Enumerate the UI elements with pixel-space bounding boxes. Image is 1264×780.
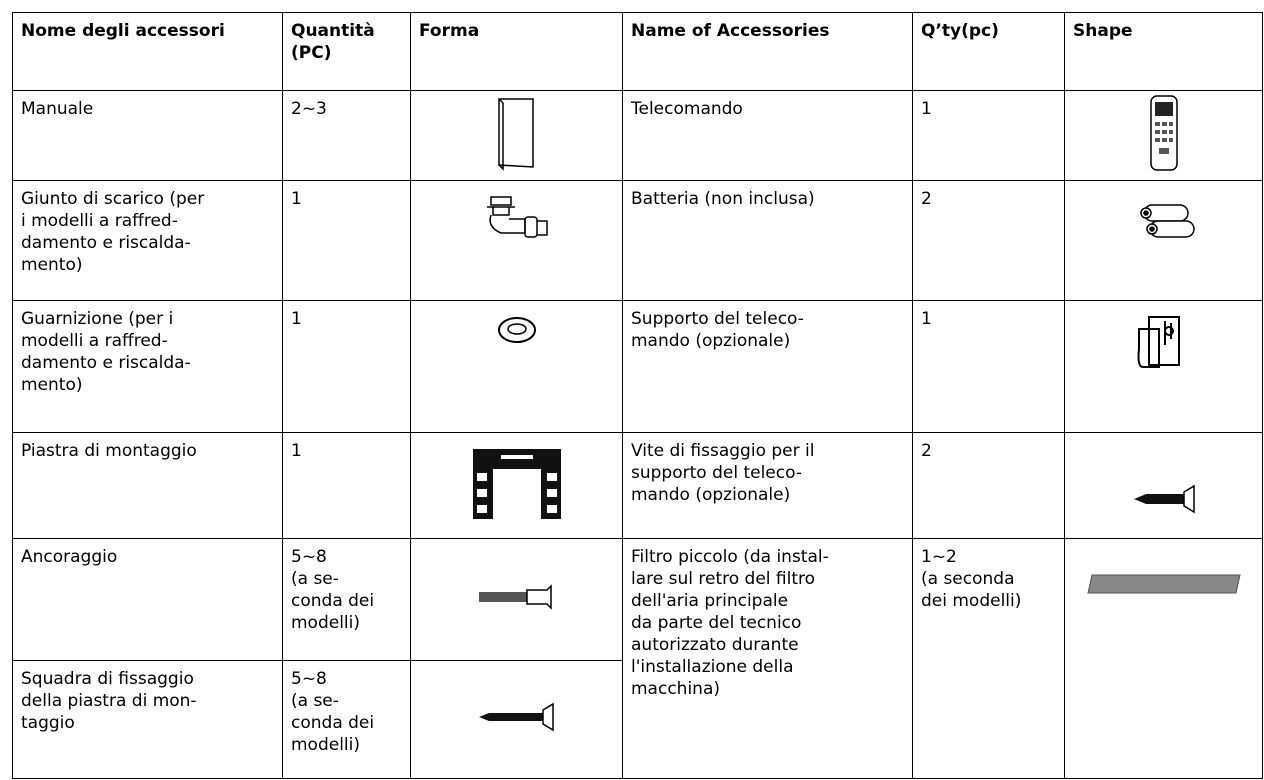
row: Ancoraggio 5~8 (a se- conda dei modelli)… bbox=[12, 538, 1263, 779]
icon-cell bbox=[410, 432, 623, 539]
anchor-icon bbox=[478, 583, 552, 610]
icon-cell bbox=[1064, 90, 1263, 181]
holder-icon bbox=[1137, 316, 1180, 368]
cell: Giunto di scarico (per i modelli a raffr… bbox=[12, 180, 283, 301]
header-row: Nome degli accessori Quantità (PC) Forma… bbox=[12, 12, 1263, 91]
cell: Supporto del teleco- mando (opzionale) bbox=[622, 300, 913, 433]
row: Piastra di montaggio 1 Vite di fissaggio… bbox=[12, 432, 1263, 539]
row: Manuale 2~3 Telecomando 1 bbox=[12, 90, 1263, 181]
row: Guarnizione (per i modelli a raffred- da… bbox=[12, 300, 1263, 433]
header-cell: Name of Accessories bbox=[622, 12, 913, 91]
icon-cell bbox=[1064, 432, 1263, 539]
battery-icon bbox=[1139, 204, 1195, 238]
manual-icon bbox=[497, 97, 534, 171]
cell: 1~2 (a seconda dei modelli) bbox=[912, 538, 1065, 779]
icon-cell bbox=[410, 538, 623, 661]
cell: Piastra di montaggio bbox=[12, 432, 283, 539]
cell: Manuale bbox=[12, 90, 283, 181]
cell: 2 bbox=[912, 180, 1065, 301]
cell: Ancoraggio bbox=[12, 538, 283, 661]
cell: 2 bbox=[912, 432, 1065, 539]
icon-cell bbox=[410, 90, 623, 181]
cell: Guarnizione (per i modelli a raffred- da… bbox=[12, 300, 283, 433]
cell: 1 bbox=[912, 300, 1065, 433]
header-cell: Forma bbox=[410, 12, 623, 91]
header-cell: Q’ty(pc) bbox=[912, 12, 1065, 91]
gasket-icon bbox=[497, 317, 536, 343]
accessories-table: Nome degli accessori Quantità (PC) Forma… bbox=[12, 12, 1263, 779]
cell: 5~8 (a se- conda dei modelli) bbox=[282, 660, 411, 779]
cell: 1 bbox=[282, 432, 411, 539]
cell: 1 bbox=[282, 300, 411, 433]
remote-icon bbox=[1149, 94, 1178, 171]
cell: 5~8 (a se- conda dei modelli) bbox=[282, 538, 411, 661]
icon-cell bbox=[1064, 180, 1263, 301]
icon-cell bbox=[410, 300, 623, 433]
cell: 1 bbox=[282, 180, 411, 301]
cell: 2~3 bbox=[282, 90, 411, 181]
drain-joint-icon bbox=[486, 196, 548, 238]
row: Giunto di scarico (per i modelli a raffr… bbox=[12, 180, 1263, 301]
filter-icon bbox=[1086, 574, 1241, 594]
icon-cell bbox=[410, 180, 623, 301]
mounting-plate-icon bbox=[472, 448, 561, 519]
cell: Telecomando bbox=[622, 90, 913, 181]
row: Squadra di fissaggio della piastra di mo… bbox=[12, 660, 1263, 779]
cell: Squadra di fissaggio della piastra di mo… bbox=[12, 660, 283, 779]
header-cell: Nome degli accessori bbox=[12, 12, 283, 91]
cell: 1 bbox=[912, 90, 1065, 181]
header-cell: Quantità (PC) bbox=[282, 12, 411, 91]
screw-icon bbox=[1133, 484, 1195, 514]
icon-cell bbox=[410, 660, 623, 779]
icon-cell bbox=[1064, 300, 1263, 433]
cell: Batteria (non inclusa) bbox=[622, 180, 913, 301]
icon-cell bbox=[1064, 538, 1263, 779]
cell: Vite di fissaggio per il supporto del te… bbox=[622, 432, 913, 539]
cell: Filtro piccolo (da instal- lare sul retr… bbox=[622, 538, 913, 779]
screw-icon bbox=[478, 702, 554, 731]
header-cell: Shape bbox=[1064, 12, 1263, 91]
